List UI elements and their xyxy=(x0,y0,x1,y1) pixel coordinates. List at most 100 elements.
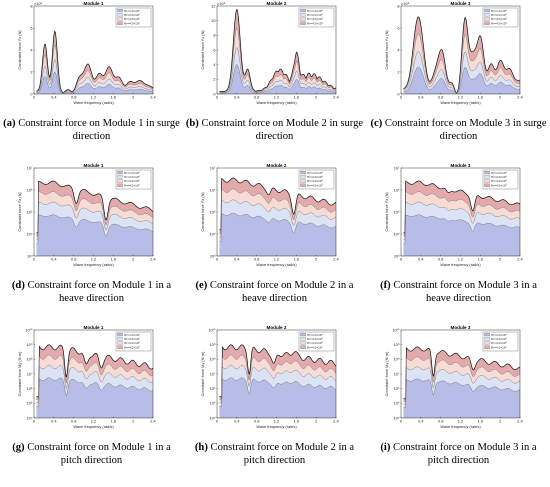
x-tick-label: 0.8 xyxy=(438,95,443,100)
x-tick-label: 1.2 xyxy=(458,257,463,262)
x-tick-label: 0 xyxy=(216,95,219,100)
x-tick-label: 0 xyxy=(216,419,219,424)
legend-box xyxy=(482,169,519,190)
band-4-line xyxy=(403,180,521,234)
legend-swatch-4 xyxy=(117,21,123,25)
x-tick-label: 0.8 xyxy=(71,419,76,424)
x-tick-label: 0 xyxy=(33,95,36,100)
band-3-line xyxy=(36,191,154,237)
legend-swatch-3 xyxy=(484,17,490,21)
x-tick-label: 1.6 xyxy=(111,419,116,424)
x-axis-label: Wave frequency (rad/s) xyxy=(73,100,114,105)
y-tick-label: 10⁵ xyxy=(210,209,216,214)
y-tick-label: 10⁵ xyxy=(394,209,400,214)
legend-entry-2: Hr=2.0×10⁶ xyxy=(307,175,324,179)
y-tick-label: 8 xyxy=(213,33,215,38)
band-3-area xyxy=(219,354,336,404)
band-2-area xyxy=(36,365,154,407)
x-tick-label: 2.4 xyxy=(333,257,339,262)
x-tick-label: 2.4 xyxy=(517,257,523,262)
band-1-area xyxy=(219,377,336,418)
caption-d-text: Constraint force on Module 1 in a heave … xyxy=(27,280,172,304)
x-tick-label: 2.4 xyxy=(517,419,523,424)
caption-a-letter: (a) xyxy=(3,118,16,129)
band-1-line xyxy=(403,66,521,94)
y-tick-label: 10⁵ xyxy=(27,401,33,406)
legend-swatch-2 xyxy=(484,337,490,341)
x-tick-label: 2 xyxy=(132,419,134,424)
legend-swatch-1 xyxy=(117,171,123,175)
x-tick-label: 1.2 xyxy=(274,257,279,262)
band-2-line xyxy=(36,59,154,94)
y-exponent: ×10⁵ xyxy=(401,1,410,6)
y-tick-label: 10⁷ xyxy=(394,165,400,170)
legend-entry-1: Hr=1.0×10⁶ xyxy=(307,171,324,175)
legend-swatch-4 xyxy=(300,345,306,349)
y-axis-label: Constraint force Fz (N) xyxy=(384,192,389,232)
band-3-line xyxy=(219,188,337,234)
band-3-area xyxy=(403,356,520,405)
x-tick-label: 0.4 xyxy=(234,257,240,262)
legend-entry-1: Hr=1.0×10⁶ xyxy=(124,333,141,337)
x-tick-label: 2.4 xyxy=(150,95,156,100)
x-tick-label: 1.2 xyxy=(91,257,96,262)
y-tick-label: 10¹⁰ xyxy=(208,327,216,332)
caption-h: (h) Constraint force on Module 2 in a pi… xyxy=(185,441,364,467)
legend-swatch-1 xyxy=(484,171,490,175)
panel-h: Module 2 0 0.4 0.8 1.2 1.6 2 2.4 10⁴ 10⁵ 10⁶ 10⁷ 10⁸… xyxy=(183,324,366,486)
y-tick-label: 10⁴ xyxy=(394,231,400,236)
band-3-area xyxy=(219,188,336,238)
band-1-area xyxy=(36,214,154,256)
y-tick-label: 10³ xyxy=(27,253,33,258)
caption-f: (f) Constraint force on Module 3 in a he… xyxy=(369,279,548,305)
y-tick-label: 10⁴ xyxy=(210,415,216,420)
y-tick-label: 10⁶ xyxy=(394,187,400,192)
caption-g-text: Constraint force on Module 1 in a pitch … xyxy=(27,442,171,466)
y-tick-label: 0 xyxy=(30,91,33,96)
band-2-line xyxy=(36,365,154,404)
chart-a: Module 1 0 0.4 0.8 1.2 1.6 2 2.4 0 2 4 6 8 ×10⁵ Wave f… xyxy=(17,1,157,105)
legend-swatch-1 xyxy=(117,9,123,13)
band-1-line xyxy=(403,378,521,408)
y-tick-label: 0 xyxy=(213,91,216,96)
legend-swatch-4 xyxy=(484,345,490,349)
chart-h: Module 2 0 0.4 0.8 1.2 1.6 2 2.4 10⁴ 10⁵ 10⁶ 10⁷ 10⁸… xyxy=(200,325,340,429)
band-4-area xyxy=(36,180,154,237)
legend-entry-2: Hr=2.0×10⁶ xyxy=(491,13,508,17)
band-2-line xyxy=(219,47,337,93)
legend-entry-1: Hr=1.0×10⁶ xyxy=(124,9,141,13)
band-4-area xyxy=(403,180,520,237)
y-tick-label: 10⁹ xyxy=(210,342,216,347)
x-tick-label: 1.2 xyxy=(274,95,279,100)
y-tick-label: 10⁵ xyxy=(27,209,33,214)
legend-swatch-3 xyxy=(300,341,306,345)
y-tick-label: 10⁷ xyxy=(27,165,33,170)
y-tick-label: 10⁸ xyxy=(27,357,33,362)
x-tick-label: 0 xyxy=(400,257,403,262)
x-tick-label: 0.4 xyxy=(418,257,424,262)
legend-entry-2: Hr=2.0×10⁶ xyxy=(307,13,324,17)
x-tick-label: 1.6 xyxy=(478,95,483,100)
caption-c: (c) Constraint force on Module 3 in surg… xyxy=(369,117,548,143)
caption-d-letter: (d) xyxy=(11,280,25,291)
caption-i: (i) Constraint force on Module 3 in a pi… xyxy=(369,441,548,467)
band-1-line xyxy=(36,214,154,244)
legend-box xyxy=(115,7,152,28)
legend-swatch-1 xyxy=(300,333,306,337)
y-tick-label: 10⁷ xyxy=(394,371,400,376)
band-2-line xyxy=(403,201,521,240)
legend-swatch-2 xyxy=(117,337,123,341)
x-tick-label: 0.8 xyxy=(71,257,76,262)
x-tick-label: 0.4 xyxy=(234,419,240,424)
legend-swatch-2 xyxy=(300,175,306,179)
chart-e: Module 2 0 0.4 0.8 1.2 1.6 2 2.4 10³ 10⁴ 10⁵ 10⁶ 10⁷… xyxy=(200,163,340,267)
caption-g: (g) Constraint force on Module 1 in a pi… xyxy=(2,441,181,467)
legend-entry-2: Hr=2.0×10⁶ xyxy=(307,337,324,341)
band-4-area xyxy=(36,31,154,93)
legend-box xyxy=(115,331,152,352)
y-tick-label: 10⁷ xyxy=(210,165,216,170)
y-tick-label: 10⁸ xyxy=(210,357,216,362)
y-tick-label: 10⁹ xyxy=(27,342,33,347)
panel-f: Module 3 0 0.4 0.8 1.2 1.6 2 2.4 10³ 10⁴ 10⁵ 10⁶ 10⁷… xyxy=(367,162,550,324)
y-tick-label: 2 xyxy=(397,69,399,74)
